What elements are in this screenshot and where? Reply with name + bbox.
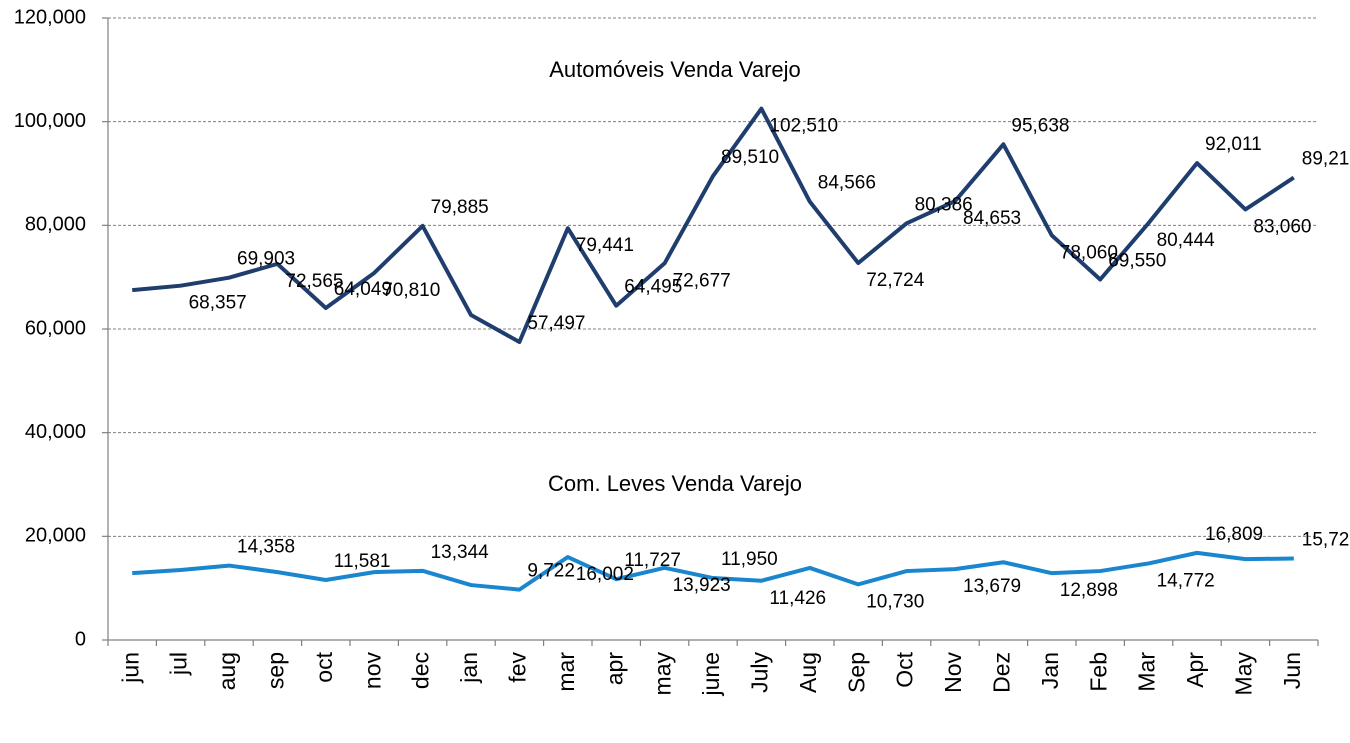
x-tick-label: aug bbox=[214, 652, 240, 690]
line bbox=[132, 550, 1294, 592]
data-label: 80,386 bbox=[915, 194, 973, 215]
x-tick-label: Sep bbox=[843, 652, 869, 693]
annotation: Com. Leves Venda Varejo bbox=[548, 471, 802, 496]
x-tick-label: Dez bbox=[988, 652, 1014, 693]
x-tick-label: jun bbox=[117, 652, 143, 684]
data-label: 11,727 bbox=[624, 550, 681, 571]
x-tick-label: May bbox=[1230, 652, 1256, 696]
y-tick-label: 100,000 bbox=[14, 110, 86, 132]
data-label: 13,679 bbox=[963, 576, 1021, 597]
data-label: 72,565 bbox=[285, 271, 343, 292]
data-label: 68,357 bbox=[189, 293, 247, 314]
data-label: 72,724 bbox=[866, 270, 925, 291]
x-tick-label: jan bbox=[456, 652, 482, 684]
x-tick-label: Jan bbox=[1037, 652, 1063, 689]
line bbox=[132, 106, 1295, 344]
data-label: 79,441 bbox=[576, 235, 634, 256]
x-tick-label: Aug bbox=[795, 652, 821, 693]
data-label: 102,510 bbox=[769, 116, 838, 137]
x-tick-label: jul bbox=[166, 652, 192, 676]
data-label: 70,810 bbox=[382, 280, 440, 301]
data-label: 80,444 bbox=[1157, 230, 1216, 251]
data-label: 64,049 bbox=[334, 279, 392, 300]
x-tick-label: nov bbox=[359, 652, 385, 690]
data-label: 95,638 bbox=[1011, 115, 1069, 136]
data-label: 15,722 bbox=[1302, 530, 1350, 551]
x-tick-label: oct bbox=[311, 651, 337, 682]
data-label: 10,730 bbox=[866, 591, 924, 612]
x-tick-label: Mar bbox=[1134, 652, 1160, 692]
x-tick-label: june bbox=[698, 652, 724, 696]
data-label: 83,060 bbox=[1253, 216, 1311, 237]
data-label: 89,510 bbox=[721, 147, 779, 168]
y-tick-label: 40,000 bbox=[25, 421, 86, 443]
data-label: 11,581 bbox=[334, 551, 391, 572]
data-label: 84,566 bbox=[818, 173, 876, 194]
y-tick-label: 20,000 bbox=[25, 525, 86, 547]
data-label: 69,550 bbox=[1108, 251, 1166, 272]
data-label: 72,677 bbox=[673, 270, 731, 291]
data-label: 12,898 bbox=[1060, 580, 1118, 601]
data-label: 16,002 bbox=[576, 564, 634, 585]
x-tick-label: apr bbox=[601, 652, 627, 686]
data-label: 16,809 bbox=[1205, 524, 1263, 545]
y-tick-label: 0 bbox=[75, 628, 86, 650]
data-label: 64,495 bbox=[624, 277, 682, 298]
y-tick-label: 80,000 bbox=[25, 214, 86, 236]
data-label: 14,772 bbox=[1157, 570, 1215, 591]
x-tick-label: July bbox=[746, 652, 772, 693]
annotation: Automóveis Venda Varejo bbox=[549, 57, 801, 82]
x-tick-label: dec bbox=[408, 652, 434, 689]
data-label: 84,653 bbox=[963, 208, 1021, 229]
x-tick-label: Jun bbox=[1279, 652, 1305, 689]
data-label: 69,903 bbox=[237, 249, 295, 270]
data-label: 11,950 bbox=[721, 549, 778, 570]
data-label: 14,358 bbox=[237, 537, 295, 558]
x-tick-label: Feb bbox=[1085, 652, 1111, 692]
data-label: 11,426 bbox=[769, 588, 826, 609]
x-tick-label: Nov bbox=[940, 652, 966, 693]
data-label: 13,344 bbox=[431, 542, 490, 563]
data-label: 89,210 bbox=[1302, 149, 1350, 170]
data-label: 57,497 bbox=[527, 313, 585, 334]
data-label: 79,885 bbox=[431, 197, 489, 218]
data-label: 13,923 bbox=[673, 575, 731, 596]
x-tick-label: fev bbox=[504, 652, 530, 683]
x-tick-label: Oct bbox=[892, 651, 918, 687]
y-tick-label: 120,000 bbox=[14, 6, 86, 28]
data-label: 78,060 bbox=[1060, 242, 1118, 263]
x-tick-label: mar bbox=[553, 652, 579, 692]
x-tick-label: sep bbox=[262, 652, 288, 689]
data-label: 9,722 bbox=[527, 561, 575, 582]
x-tick-label: Apr bbox=[1182, 652, 1208, 688]
x-tick-label: may bbox=[650, 652, 676, 696]
y-tick-label: 60,000 bbox=[25, 317, 86, 339]
data-label: 92,011 bbox=[1205, 134, 1262, 155]
